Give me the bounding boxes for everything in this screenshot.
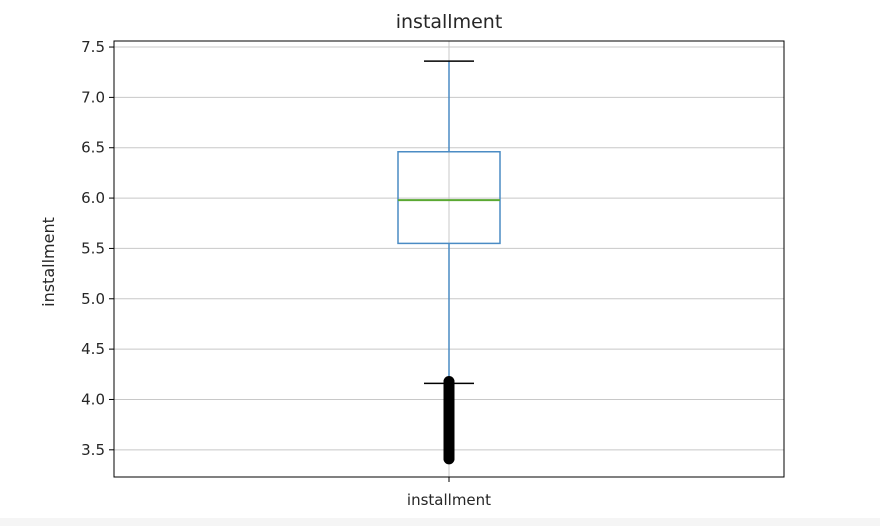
y-tick-label: 6.0 [81,189,105,207]
y-tick-label: 7.5 [81,38,105,56]
y-tick-label: 4.5 [81,340,105,358]
y-tick-label: 7.0 [81,88,105,106]
outlier-point [443,376,455,388]
box-plot-marks [397,60,501,465]
y-tick-label: 3.5 [81,441,105,459]
y-tick-label: 4.0 [81,390,105,408]
iqr-box [397,151,501,245]
chart-title: installment [396,11,503,33]
y-tick-label: 6.5 [81,139,105,157]
y-axis-label: installment [39,217,58,307]
bottom-strip [0,518,880,526]
x-axis: installment [407,477,491,509]
x-tick-label: installment [407,491,491,509]
y-tick-label: 5.0 [81,290,105,308]
y-axis: 3.5 4.0 4.5 5.0 5.5 6.0 6.5 7.0 7.5 [81,38,114,459]
y-tick-label: 5.5 [81,239,105,257]
